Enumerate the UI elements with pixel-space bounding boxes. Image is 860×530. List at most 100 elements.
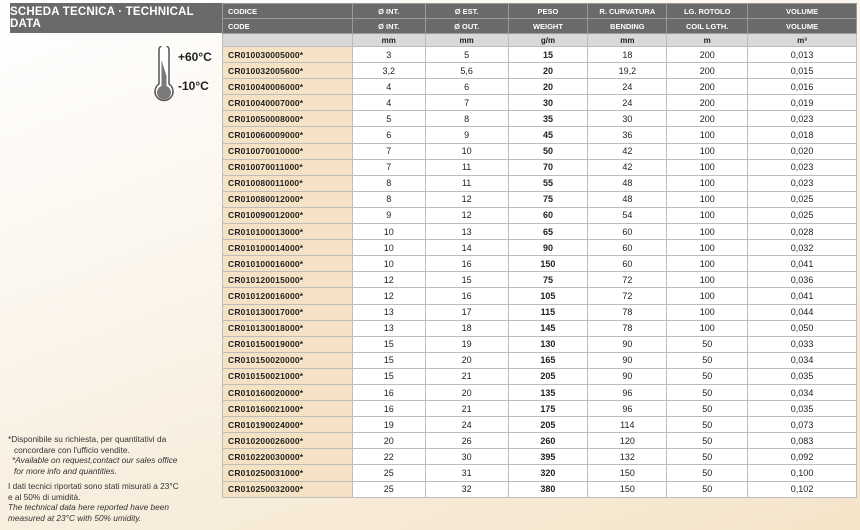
table-row: CR010100014000* 10 14 90 60 100 0,032 xyxy=(222,239,857,257)
table-row: CR010100016000* 10 16 150 60 100 0,041 xyxy=(222,255,857,273)
value-cell: 48 xyxy=(587,174,668,192)
conditions-note-it-2: e al 50% di umidità. xyxy=(8,491,81,502)
value-cell: 11 xyxy=(424,158,509,176)
table-row: CR010090012000* 9 12 60 54 100 0,025 xyxy=(222,206,857,225)
table-row: CR010080012000* 8 12 75 48 100 0,025 xyxy=(222,190,857,208)
value-cell: 45 xyxy=(507,126,589,144)
value-cell: 78 xyxy=(587,319,668,337)
value-cell: 10 xyxy=(351,255,426,273)
value-cell: 54 xyxy=(587,206,668,225)
table-row: CR010100013000* 10 13 65 60 100 0,028 xyxy=(222,223,857,241)
value-cell: 0,025 xyxy=(747,190,857,208)
value-cell: 100 xyxy=(666,271,749,289)
value-cell: 114 xyxy=(587,416,668,434)
value-cell: 0,033 xyxy=(747,335,857,353)
value-cell: 0,083 xyxy=(747,432,857,450)
code-cell: CR010060009000* xyxy=(222,126,353,144)
value-cell: 200 xyxy=(666,110,749,128)
value-cell: 50 xyxy=(666,367,749,385)
value-cell: BENDING xyxy=(587,18,668,34)
value-cell: 7 xyxy=(351,142,426,160)
value-cell: 24 xyxy=(424,416,509,434)
table-row: CR010250031000* 25 31 320 150 50 0,100 xyxy=(222,464,857,482)
value-cell: 50 xyxy=(666,448,749,466)
value-cell: 135 xyxy=(507,383,589,402)
value-cell: 100 xyxy=(666,287,749,305)
max-temperature: +60°C xyxy=(178,50,212,64)
value-cell: 20 xyxy=(424,383,509,402)
value-cell: 21 xyxy=(424,367,509,385)
value-cell: 90 xyxy=(587,351,668,369)
value-cell: 96 xyxy=(587,383,668,402)
value-cell: 50 xyxy=(666,351,749,369)
value-cell: 11 xyxy=(424,174,509,192)
code-cell: CR010040006000* xyxy=(222,78,353,96)
value-cell: 3 xyxy=(351,45,426,64)
value-cell: 100 xyxy=(666,158,749,176)
value-cell: 150 xyxy=(507,255,589,273)
value-cell: 13 xyxy=(351,303,426,321)
code-cell: CR010070010000* xyxy=(222,142,353,160)
value-cell: 0,073 xyxy=(747,416,857,434)
table-row: CR010040006000* 4 6 20 24 200 0,016 xyxy=(222,78,857,96)
code-cell: CR010190024000* xyxy=(222,416,353,434)
value-cell: 12 xyxy=(424,190,509,208)
page-title: SCHEDA TECNICA · TECHNICAL DATA xyxy=(10,3,222,33)
table-row: CR010160021000* 16 21 175 96 50 0,035 xyxy=(222,400,857,418)
value-cell: g/m xyxy=(507,33,589,47)
code-cell: CR010120016000* xyxy=(222,287,353,305)
value-cell: 19 xyxy=(424,335,509,353)
value-cell: 13 xyxy=(351,319,426,337)
value-cell: 175 xyxy=(507,400,589,418)
value-cell: 200 xyxy=(666,45,749,64)
table-row: CR010032005600* 3,2 5,6 20 19,2 200 0,015 xyxy=(222,62,857,80)
value-cell: 0,013 xyxy=(747,45,857,64)
value-cell: 0,034 xyxy=(747,351,857,369)
value-cell: 20 xyxy=(507,62,589,80)
value-cell: LG. ROTOLO xyxy=(666,3,749,19)
value-cell: 50 xyxy=(666,432,749,450)
value-cell: 0,023 xyxy=(747,174,857,192)
conditions-note-en-2: measured at 23°C with 50% umidity. xyxy=(8,512,142,523)
value-cell: 5,6 xyxy=(424,62,509,80)
value-cell: 25 xyxy=(351,464,426,482)
value-cell: 7 xyxy=(351,158,426,176)
value-cell: 395 xyxy=(507,448,589,466)
value-cell: 5 xyxy=(424,45,509,64)
value-cell: 0,019 xyxy=(747,94,857,112)
code-cell: CR010080012000* xyxy=(222,190,353,208)
value-cell: 0,092 xyxy=(747,448,857,466)
value-cell: 132 xyxy=(587,448,668,466)
value-cell: 60 xyxy=(587,255,668,273)
code-cell: CR010250031000* xyxy=(222,464,353,482)
value-cell: 150 xyxy=(587,464,668,482)
value-cell: 120 xyxy=(587,432,668,450)
value-cell: 96 xyxy=(587,400,668,418)
table-row: CR010070010000* 7 10 50 42 100 0,020 xyxy=(222,142,857,160)
value-cell: 15 xyxy=(351,367,426,385)
code-cell: CR010100013000* xyxy=(222,223,353,241)
value-cell: 13 xyxy=(424,223,509,241)
value-cell: Ø INT. xyxy=(351,18,426,34)
value-cell: 50 xyxy=(666,416,749,434)
value-cell: WEIGHT xyxy=(507,18,589,34)
value-cell: 10 xyxy=(351,223,426,241)
value-cell: 320 xyxy=(507,464,589,482)
table-row: CR010160020000* 16 20 135 96 50 0,034 xyxy=(222,383,857,402)
value-cell: 205 xyxy=(507,416,589,434)
code-cell: CR010070011000* xyxy=(222,158,353,176)
value-cell: 21 xyxy=(424,400,509,418)
value-cell: 100 xyxy=(666,319,749,337)
table-row: CR010070011000* 7 11 70 42 100 0,023 xyxy=(222,158,857,176)
value-cell: 4 xyxy=(351,94,426,112)
value-cell: 9 xyxy=(351,206,426,225)
value-cell: 16 xyxy=(424,287,509,305)
value-cell: 6 xyxy=(351,126,426,144)
table-row: CR010250032000* 25 32 380 150 50 0,102 xyxy=(222,480,857,498)
table-row: CR010040007000* 4 7 30 24 200 0,019 xyxy=(222,94,857,112)
value-cell: 42 xyxy=(587,158,668,176)
value-cell: 0,050 xyxy=(747,319,857,337)
value-cell: 16 xyxy=(351,383,426,402)
code-cell: CR010032005600* xyxy=(222,62,353,80)
value-cell: 100 xyxy=(666,174,749,192)
